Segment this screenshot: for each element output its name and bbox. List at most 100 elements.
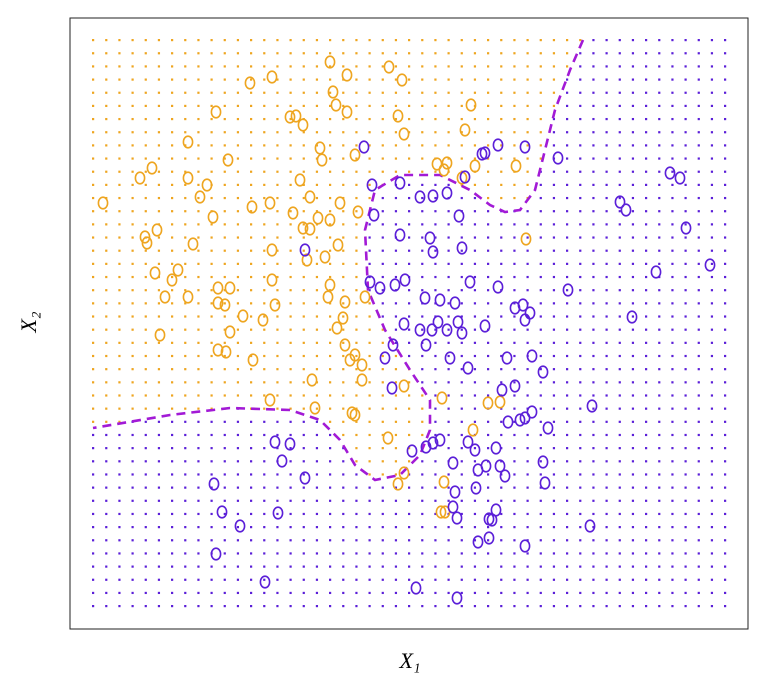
grid-dot [157,420,161,423]
grid-dot [355,275,358,279]
grid-dot [552,275,556,279]
grid-dot [460,447,463,450]
grid-dot [526,117,529,121]
grid-dot [171,315,174,318]
grid-dot [329,104,332,108]
grid-dot [592,170,595,173]
data-point [462,435,474,449]
grid-dot [605,512,608,516]
grid-dot [355,170,358,173]
grid-dot [184,354,187,358]
grid-dot [263,39,266,42]
grid-dot [105,275,108,279]
grid-dot [631,447,635,450]
grid-dot [250,578,253,581]
data-point [526,349,538,363]
grid-dot [315,302,319,305]
grid-dot [645,499,648,502]
grid-dot [408,486,411,489]
grid-dot [526,328,529,331]
grid-dot [592,394,595,397]
grid-dot [408,144,411,147]
grid-dot [631,289,635,292]
grid-dot [184,552,187,555]
grid-dot [658,39,661,42]
grid-dot [645,368,648,371]
grid-dot [118,433,121,437]
grid-dot [92,289,95,292]
grid-dot [579,447,582,450]
grid-dot [500,354,503,358]
grid-dot [697,262,700,265]
grid-dot [500,170,503,173]
grid-dot [250,236,253,239]
grid-dot [157,196,161,200]
grid-dot [605,65,608,68]
grid-dot [684,341,687,344]
grid-dot [263,460,266,463]
grid-dot [302,565,305,568]
grid-dot [92,78,95,81]
grid-dot [434,486,437,489]
grid-dot [447,605,450,608]
grid-dot [631,578,635,581]
grid-dot [645,236,648,239]
grid-dot [342,368,345,371]
grid-dot [394,552,398,555]
grid-dot [131,196,134,200]
grid-dot [381,196,384,200]
grid-dot [250,447,253,450]
grid-dot [500,539,503,542]
grid-dot [460,275,463,279]
grid-dot [368,131,371,134]
grid-dot [118,552,121,555]
data-point [358,140,370,154]
grid-dot [487,381,490,384]
grid-dot [118,460,121,463]
grid-dot [368,157,371,160]
grid-dot [394,486,398,489]
grid-dot [315,420,319,423]
grid-dot [434,368,437,371]
grid-dot [579,91,582,94]
grid-dot [92,210,95,213]
grid-dot [500,315,503,318]
grid-dot [605,447,608,450]
grid-dot [118,104,121,108]
grid-dot [408,328,411,331]
grid-dot [118,578,121,581]
grid-dot [539,605,542,608]
grid-dot [92,52,95,55]
data-point [427,189,439,203]
data-point [264,196,276,210]
grid-dot [263,65,266,68]
grid-dot [460,328,463,331]
data-point [332,238,344,252]
grid-dot [368,368,371,371]
grid-dot [539,565,542,568]
grid-dot [210,341,213,344]
grid-dot [697,183,700,186]
data-point [552,151,564,165]
grid-dot [355,591,358,595]
data-point [154,328,166,342]
grid-dot [618,447,621,450]
grid-dot [315,368,319,371]
grid-dot [579,157,582,160]
grid-dot [513,605,516,608]
grid-dot [579,605,582,608]
grid-dot [421,78,424,81]
grid-dot [92,460,95,463]
grid-dot [368,420,371,423]
grid-dot [368,236,371,239]
grid-dot [697,65,700,68]
grid-dot [684,473,687,476]
grid-dot [315,104,319,108]
data-point [374,281,386,295]
grid-dot [131,539,134,542]
grid-dot [250,394,253,397]
grid-dot [566,407,569,410]
grid-dot [513,328,516,331]
grid-dot [197,368,200,371]
grid-dot [394,52,398,55]
